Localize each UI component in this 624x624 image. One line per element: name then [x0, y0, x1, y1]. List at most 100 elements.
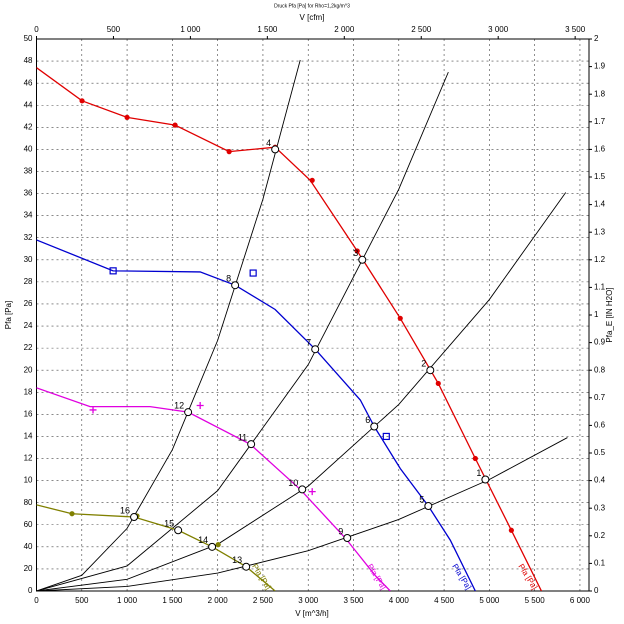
operating-point-label: 6 — [365, 415, 370, 425]
x-tick-label: 5 500 — [525, 596, 546, 605]
x-axis-label: V [m^3/h] — [295, 609, 329, 618]
x2-tick-label: 1 000 — [180, 25, 201, 34]
curve-label: Pfa [Pa] — [365, 562, 388, 591]
y2-tick-label: 1.5 — [594, 172, 606, 181]
y-tick-label: 16 — [24, 409, 33, 418]
curve-label: Pfa [Pa] — [516, 562, 539, 591]
x-tick-label: 500 — [75, 596, 89, 605]
operating-point — [311, 345, 320, 354]
operating-point — [481, 475, 490, 484]
operating-point-label: 13 — [232, 555, 242, 565]
fan-curve — [36, 67, 543, 591]
y-tick-label: 28 — [24, 277, 33, 286]
measured-point — [308, 488, 316, 496]
y-tick-label: 10 — [24, 476, 33, 485]
x-tick-label: 3 000 — [298, 596, 319, 605]
operating-point-label: 12 — [174, 401, 184, 411]
fan-curve — [36, 387, 391, 591]
y-tick-label: 80 — [24, 498, 33, 507]
system-curve — [36, 59, 301, 591]
y-tick-label: 42 — [24, 122, 33, 131]
y2-tick-label: 0.4 — [594, 476, 606, 485]
y-tick-label: 38 — [24, 167, 33, 176]
measured-point — [196, 402, 204, 410]
x-tick-label: 2 000 — [208, 596, 229, 605]
y2-axis-label: Pfa_E [IN H2O] — [605, 287, 614, 342]
y-tick-label: 12 — [24, 454, 33, 463]
x-tick-label: 1 000 — [117, 596, 138, 605]
x2-tick-label: 0 — [34, 25, 39, 34]
measured-point — [172, 122, 178, 128]
x2-tick-label: 3 000 — [488, 25, 509, 34]
y-tick-label: 48 — [24, 56, 33, 65]
operating-point — [343, 534, 352, 543]
operating-point — [174, 526, 183, 535]
operating-point-label: 8 — [226, 274, 231, 284]
x2-tick-label: 2 500 — [411, 25, 432, 34]
y-axis-label: Pfa [Pa] — [4, 301, 13, 329]
y2-tick-label: 0.8 — [594, 365, 606, 374]
x-tick-label: 5 000 — [479, 596, 500, 605]
operating-point-label: 15 — [164, 519, 174, 529]
measured-point — [249, 269, 257, 277]
operating-point — [130, 513, 139, 522]
measured-point — [79, 98, 85, 104]
operating-point — [271, 145, 280, 154]
x-tick-label: 6 000 — [570, 596, 591, 605]
x2-tick-label: 3 500 — [565, 25, 586, 34]
operating-point — [184, 408, 193, 417]
measured-point — [215, 542, 221, 548]
operating-point-label: 2 — [421, 359, 426, 369]
y-tick-label: 36 — [24, 189, 33, 198]
y-tick-label: 0 — [28, 586, 33, 595]
y-tick-label: 34 — [24, 211, 33, 220]
y-tick-label: 46 — [24, 78, 33, 87]
y-tick-label: 44 — [24, 100, 33, 109]
x-tick-label: 4 500 — [434, 596, 455, 605]
y2-tick-label: 0.2 — [594, 531, 606, 540]
y2-tick-label: 2 — [594, 34, 599, 43]
operating-point — [426, 366, 435, 375]
y2-tick-label: 0.9 — [594, 338, 606, 347]
plot-frame — [36, 38, 590, 592]
operating-point-label: 1 — [476, 468, 481, 478]
measured-point — [124, 114, 130, 120]
operating-point — [424, 501, 433, 510]
measured-point — [435, 380, 441, 387]
y2-tick-label: 1.1 — [594, 283, 606, 292]
x2-tick-label: 1 500 — [257, 25, 278, 34]
system-curve — [36, 437, 568, 591]
x2-tick-label: 2 000 — [334, 25, 355, 34]
measured-point — [109, 267, 117, 275]
y2-tick-label: 1.2 — [594, 255, 606, 264]
operating-point — [298, 485, 307, 494]
measured-point — [69, 511, 75, 517]
operating-point-label: 14 — [198, 535, 208, 545]
measured-point — [472, 455, 478, 462]
x2-axis-label: V [cfm] — [300, 13, 325, 22]
x-tick-label: 0 — [34, 596, 39, 605]
y2-tick-label: 1.9 — [594, 62, 606, 71]
y2-tick-label: 1.3 — [594, 227, 606, 236]
y-tick-label: 14 — [24, 432, 33, 441]
y-tick-label: 20 — [24, 564, 33, 573]
measured-point — [89, 406, 97, 414]
operating-point-label: 3 — [353, 248, 358, 258]
operating-point — [247, 440, 256, 449]
operating-point — [208, 542, 217, 551]
fan-curve — [36, 239, 476, 591]
measured-point — [354, 248, 360, 254]
measured-point — [382, 432, 390, 441]
measured-point — [397, 315, 403, 321]
fan-curve — [36, 504, 276, 591]
system-curve — [36, 192, 567, 591]
operating-point-label: 16 — [120, 505, 130, 515]
x-tick-label: 3 500 — [343, 596, 364, 605]
x-tick-label: 4 000 — [389, 596, 410, 605]
system-curve — [36, 71, 449, 591]
measured-point — [226, 149, 232, 155]
y2-tick-label: 0 — [594, 586, 599, 595]
y2-tick-label: 0.5 — [594, 448, 606, 457]
measured-point — [309, 177, 315, 183]
